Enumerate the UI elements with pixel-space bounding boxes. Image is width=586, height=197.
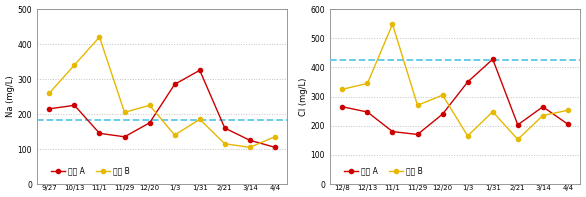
- 농장 A: [464, 81, 471, 83]
- Line: 농장 B: 농장 B: [340, 22, 570, 141]
- 농장 B: [121, 111, 128, 113]
- 농장 B: [439, 94, 446, 96]
- 농장 A: [71, 104, 78, 107]
- 농장 B: [171, 134, 178, 136]
- 농장 B: [271, 136, 278, 138]
- 농장 A: [96, 132, 103, 135]
- 농장 A: [121, 136, 128, 138]
- 농장 B: [339, 88, 346, 90]
- Line: 농장 A: 농장 A: [340, 57, 570, 137]
- 농장 A: [539, 106, 546, 108]
- 농장 B: [364, 82, 371, 85]
- 농장 B: [464, 135, 471, 137]
- Y-axis label: Cl (mg/L): Cl (mg/L): [298, 77, 308, 116]
- 농장 B: [389, 23, 396, 25]
- Y-axis label: Na (mg/L): Na (mg/L): [5, 76, 15, 117]
- 농장 A: [171, 83, 178, 85]
- 농장 B: [46, 92, 53, 94]
- Line: 농장 B: 농장 B: [47, 35, 277, 149]
- 농장 B: [515, 138, 522, 141]
- Line: 농장 A: 농장 A: [47, 68, 277, 149]
- 농장 A: [489, 58, 496, 60]
- 농장 B: [146, 104, 153, 107]
- 농장 A: [196, 69, 203, 72]
- 농장 B: [564, 109, 571, 112]
- 농장 A: [389, 130, 396, 133]
- 농장 A: [564, 123, 571, 125]
- 농장 B: [539, 114, 546, 117]
- Legend: 농장 A, 농장 B: 농장 A, 농장 B: [48, 163, 133, 178]
- 농장 A: [414, 133, 421, 136]
- 농장 B: [489, 111, 496, 113]
- 농장 B: [414, 104, 421, 107]
- 농장 A: [271, 146, 278, 149]
- 농장 A: [339, 106, 346, 108]
- 농장 B: [246, 146, 253, 149]
- 농장 A: [515, 124, 522, 126]
- 농장 A: [146, 122, 153, 124]
- 농장 B: [71, 64, 78, 66]
- 농장 A: [364, 111, 371, 113]
- 농장 A: [222, 127, 229, 129]
- 농장 A: [246, 139, 253, 141]
- 농장 A: [439, 113, 446, 115]
- Legend: 농장 A, 농장 B: 농장 A, 농장 B: [341, 163, 426, 178]
- 농장 B: [196, 118, 203, 121]
- 농장 B: [222, 143, 229, 145]
- 농장 A: [46, 108, 53, 110]
- 농장 B: [96, 36, 103, 38]
